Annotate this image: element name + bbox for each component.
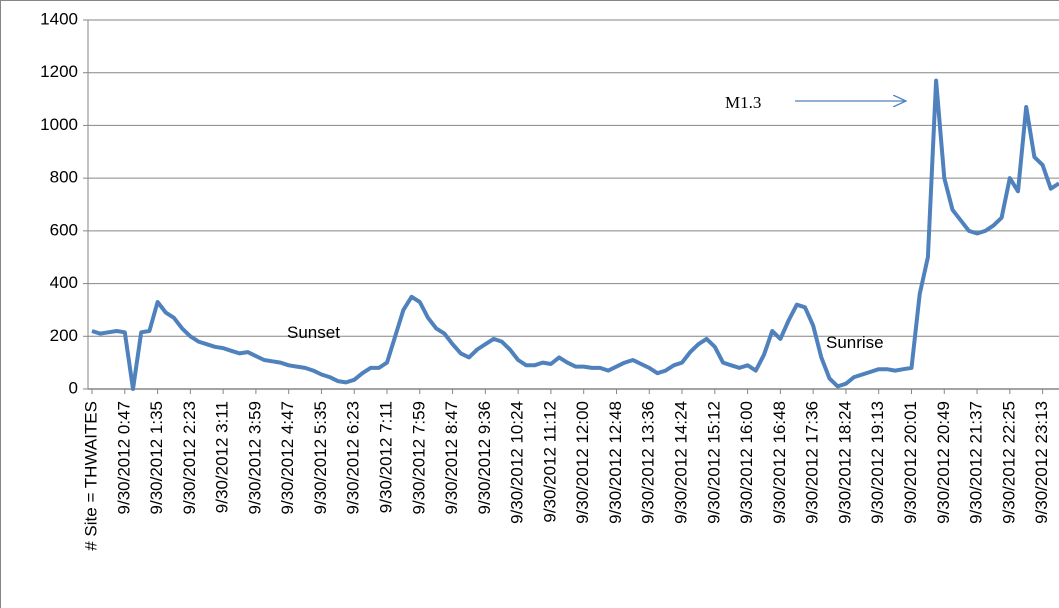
y-tick-label: 600 bbox=[50, 220, 78, 239]
x-axis: # Site = THWAITES 9/30/2012 0:47 9/30/2012… bbox=[81, 389, 1051, 551]
x-tick-label: 9/30/2012 21:37 bbox=[967, 401, 986, 524]
annotation: Sunset bbox=[287, 323, 340, 342]
annotation: Sunrise bbox=[826, 333, 884, 352]
x-tick-label: 9/30/2012 16:48 bbox=[770, 401, 789, 524]
x-tick-label: 9/30/2012 12:48 bbox=[606, 401, 625, 524]
x-tick-label: 9/30/2012 17:36 bbox=[803, 401, 822, 524]
x-tick-label: 9/30/2012 6:23 bbox=[344, 401, 363, 514]
y-tick-label: 1200 bbox=[40, 62, 78, 81]
x-tick-label: 9/30/2012 4:47 bbox=[278, 401, 297, 514]
x-tick-label: 9/30/2012 19:13 bbox=[868, 401, 887, 524]
x-tick-label: 9/30/2012 22:25 bbox=[999, 401, 1018, 524]
x-tick-label: 9/30/2012 18:24 bbox=[835, 401, 854, 524]
x-tick-label: 9/30/2012 11:12 bbox=[540, 401, 559, 523]
x-tick-label: 9/30/2012 16:00 bbox=[737, 401, 756, 524]
y-tick-label: 800 bbox=[50, 168, 78, 187]
x-tick-label: 9/30/2012 15:12 bbox=[704, 401, 723, 524]
x-tick-label: 9/30/2012 23:13 bbox=[1032, 401, 1051, 524]
x-tick-label: 9/30/2012 8:47 bbox=[442, 401, 461, 514]
x-tick-label: 9/30/2012 5:35 bbox=[311, 401, 330, 514]
y-tick-label: 400 bbox=[50, 273, 78, 292]
plot bbox=[91, 78, 1059, 391]
x-tick-label: 9/30/2012 10:24 bbox=[508, 401, 527, 524]
y-tick-label: 1000 bbox=[40, 115, 78, 134]
x-tick-label: 9/30/2012 1:35 bbox=[147, 401, 166, 514]
x-tick-label: 9/30/2012 12:00 bbox=[573, 401, 592, 524]
y-tick-label: 0 bbox=[69, 378, 78, 397]
y-tick-label: 1400 bbox=[40, 9, 78, 28]
data-line bbox=[91, 78, 1059, 391]
x-tick-label: 9/30/2012 3:59 bbox=[245, 401, 264, 514]
x-tick-label: 9/30/2012 7:11 bbox=[377, 401, 396, 513]
x-tick-label: 9/30/2012 0:47 bbox=[114, 401, 133, 514]
x-tick-label: 9/30/2012 9:36 bbox=[475, 401, 494, 514]
annotation: M1.3 bbox=[725, 93, 761, 112]
x-tick-label: 9/30/2012 20:49 bbox=[934, 401, 953, 524]
y-axis: 0 200 400 600 800 1000 1200 1400 bbox=[40, 9, 1059, 397]
x-tick-label: 9/30/2012 7:59 bbox=[409, 401, 428, 514]
y-tick-label: 200 bbox=[50, 326, 78, 345]
x-tick-label: # Site = THWAITES bbox=[81, 401, 100, 551]
x-tick-label: 9/30/2012 13:36 bbox=[639, 401, 658, 524]
x-tick-label: 9/30/2012 20:01 bbox=[901, 401, 920, 524]
x-tick-label: 9/30/2012 2:23 bbox=[180, 401, 199, 514]
x-tick-label: 9/30/2012 3:11 bbox=[213, 401, 232, 513]
x-tick-label: 9/30/2012 14:24 bbox=[672, 401, 691, 524]
